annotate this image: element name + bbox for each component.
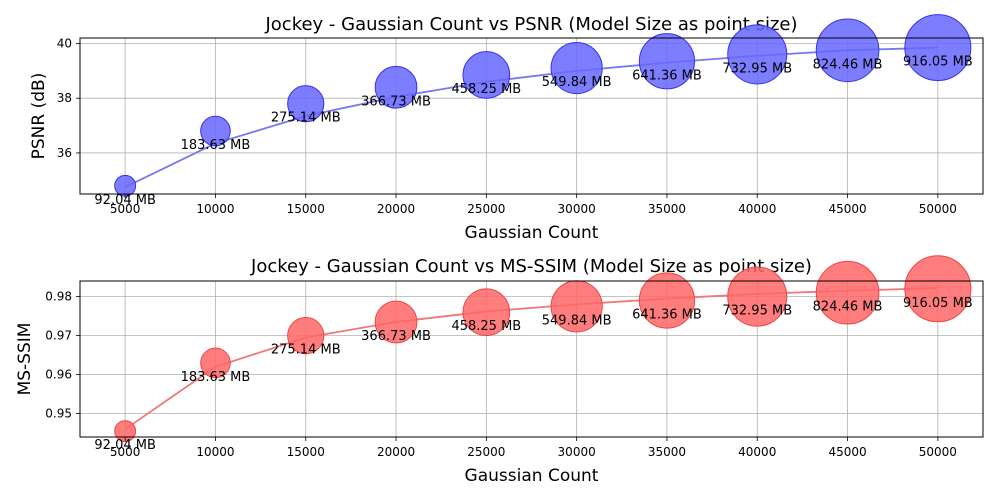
psnr-y-axis-title: PSNR (dB) xyxy=(29,73,49,160)
ms-ssim-point-label: 824.46 MB xyxy=(813,300,883,315)
psnr-point-label: 732.95 MB xyxy=(722,61,792,76)
ms-ssim-x-tick-label: 40000 xyxy=(738,445,776,459)
ms-ssim-point-label: 366.73 MB xyxy=(361,329,431,344)
ms-ssim-x-tick-label: 35000 xyxy=(648,445,686,459)
psnr-data-point xyxy=(200,115,231,147)
ms-ssim-y-axis-title: MS-SSIM xyxy=(15,323,35,396)
psnr-plot-frame xyxy=(79,37,984,195)
ms-ssim-data-point xyxy=(638,272,696,329)
psnr-chart-panel: Jockey - Gaussian Count vs PSNR (Model S… xyxy=(29,14,984,243)
ms-ssim-x-tick-label: 30000 xyxy=(558,445,596,459)
ms-ssim-x-tick-label: 20000 xyxy=(377,445,415,459)
psnr-x-tick-label: 50000 xyxy=(919,202,957,216)
ms-ssim-data-point xyxy=(200,347,231,379)
psnr-point-label: 641.36 MB xyxy=(632,68,702,83)
psnr-x-tick-label: 10000 xyxy=(196,202,234,216)
ms-ssim-point-label: 92.04 MB xyxy=(94,438,155,453)
ms-ssim-y-tick-label: 0.95 xyxy=(45,407,72,421)
ms-ssim-data-point xyxy=(114,420,137,443)
ms-ssim-data-point xyxy=(287,317,325,355)
psnr-data-point xyxy=(550,42,603,95)
ms-ssim-x-tick-label: 45000 xyxy=(828,445,866,459)
psnr-data-point xyxy=(815,18,880,83)
psnr-point-label: 183.63 MB xyxy=(181,138,251,153)
ms-ssim-y-tick-label: 0.96 xyxy=(45,368,72,382)
psnr-data-point xyxy=(904,14,972,82)
ms-ssim-point-label: 275.14 MB xyxy=(271,343,341,358)
ms-ssim-chart-title: Jockey - Gaussian Count vs MS-SSIM (Mode… xyxy=(250,256,812,277)
psnr-data-point xyxy=(287,85,325,123)
psnr-x-tick-label: 5000 xyxy=(110,202,141,216)
ms-ssim-point-label: 183.63 MB xyxy=(181,370,251,385)
psnr-y-tick-label: 36 xyxy=(57,146,72,160)
psnr-x-tick-label: 15000 xyxy=(287,202,325,216)
ms-ssim-data-point xyxy=(374,300,418,344)
psnr-x-tick-label: 40000 xyxy=(738,202,776,216)
ms-ssim-point-label: 916.05 MB xyxy=(903,296,973,311)
ms-ssim-x-tick-label: 10000 xyxy=(196,445,234,459)
psnr-point-label: 549.84 MB xyxy=(542,75,612,90)
psnr-data-point xyxy=(374,65,418,109)
psnr-data-point xyxy=(638,33,696,90)
psnr-y-tick-label: 38 xyxy=(57,91,72,105)
ms-ssim-x-tick-label: 50000 xyxy=(919,445,957,459)
psnr-x-tick-label: 45000 xyxy=(828,202,866,216)
ms-ssim-data-point xyxy=(462,288,511,337)
ms-ssim-point-label: 732.95 MB xyxy=(722,304,792,319)
psnr-x-tick-label: 30000 xyxy=(558,202,596,216)
ms-ssim-point-label: 458.25 MB xyxy=(451,319,521,334)
ms-ssim-y-tick-label: 0.97 xyxy=(45,329,72,343)
psnr-point-label: 275.14 MB xyxy=(271,111,341,126)
ms-ssim-x-tick-label: 25000 xyxy=(467,445,505,459)
psnr-x-tick-label: 25000 xyxy=(467,202,505,216)
psnr-trend-line xyxy=(124,46,938,188)
ms-ssim-data-point xyxy=(727,266,788,327)
ms-ssim-data-point xyxy=(904,255,972,323)
ms-ssim-data-point xyxy=(815,260,880,325)
psnr-point-label: 458.25 MB xyxy=(451,82,521,97)
psnr-point-label: 366.73 MB xyxy=(361,94,431,109)
psnr-x-tick-label: 35000 xyxy=(648,202,686,216)
psnr-point-label: 916.05 MB xyxy=(903,55,973,70)
psnr-point-label: 824.46 MB xyxy=(813,57,883,72)
ms-ssim-chart-panel: Jockey - Gaussian Count vs MS-SSIM (Mode… xyxy=(15,255,984,486)
ms-ssim-point-label: 641.36 MB xyxy=(632,308,702,323)
ms-ssim-point-label: 549.84 MB xyxy=(542,313,612,328)
psnr-data-point xyxy=(462,51,511,99)
psnr-chart-title: Jockey - Gaussian Count vs PSNR (Model S… xyxy=(264,14,797,35)
ms-ssim-x-tick-label: 15000 xyxy=(287,445,325,459)
psnr-data-point xyxy=(727,24,788,85)
ms-ssim-trend-line xyxy=(124,287,938,430)
ms-ssim-y-tick-label: 0.98 xyxy=(45,290,72,304)
ms-ssim-plot-frame xyxy=(79,280,984,438)
psnr-y-tick-label: 40 xyxy=(57,36,72,50)
ms-ssim-x-tick-label: 5000 xyxy=(110,445,141,459)
ms-ssim-x-axis-title: Gaussian Count xyxy=(465,466,599,486)
psnr-point-label: 92.04 MB xyxy=(94,193,155,208)
psnr-x-axis-title: Gaussian Count xyxy=(465,223,599,243)
psnr-x-tick-label: 20000 xyxy=(377,202,415,216)
